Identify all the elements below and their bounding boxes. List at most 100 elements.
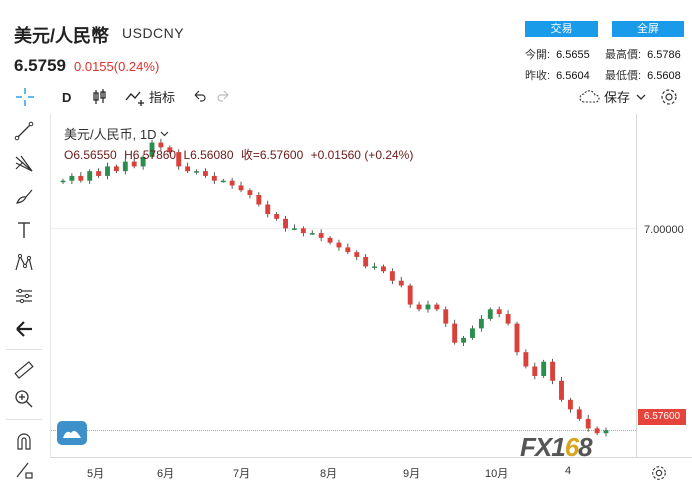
candle-body <box>470 328 475 338</box>
series-name[interactable]: 美元/人民币, 1D <box>64 127 157 142</box>
stat-low-label: 最低價: <box>605 70 642 82</box>
candle-body <box>202 171 208 176</box>
indicators-button[interactable]: 指标 <box>149 90 176 105</box>
series-legend-name[interactable]: 美元/人民币, 1D <box>64 124 169 143</box>
settings-gear-icon[interactable] <box>650 464 670 484</box>
candle-body <box>318 233 324 238</box>
candle-body <box>425 304 431 310</box>
candle-body <box>300 228 306 234</box>
price-axis[interactable] <box>636 114 692 457</box>
magnet-icon[interactable] <box>11 428 37 454</box>
candle-body <box>434 304 440 310</box>
measure-icon[interactable] <box>11 283 37 309</box>
indicator-icon[interactable] <box>124 86 146 110</box>
candle-body <box>247 190 253 195</box>
lock-pencil-icon[interactable] <box>11 457 37 483</box>
candle-body <box>443 309 449 324</box>
candle-body <box>176 152 182 167</box>
candle-body <box>559 380 564 400</box>
candle-body <box>523 352 529 367</box>
zoom-in-icon[interactable] <box>11 386 37 412</box>
stat-prev-close: 昨收: 6.5604 <box>525 67 590 83</box>
chart-toolbar: D 指标 保存 <box>0 86 692 114</box>
stat-open-label: 今開: <box>525 49 551 61</box>
chevron-down-icon[interactable] <box>160 129 169 139</box>
ruler-icon[interactable] <box>11 357 37 383</box>
time-tick: 4 <box>565 465 572 477</box>
brush-icon[interactable] <box>11 184 37 210</box>
fx168-watermark: FX168 <box>520 432 593 463</box>
gear-icon[interactable] <box>659 86 679 110</box>
time-tick: 6月 <box>157 468 175 480</box>
candle-body <box>96 171 102 176</box>
price-change: 0.0155(0.24%) <box>74 59 160 74</box>
save-button[interactable]: 保存 <box>604 90 631 105</box>
candle-body <box>291 228 297 230</box>
candle-body <box>487 309 493 319</box>
candle-body <box>265 204 271 215</box>
time-tick: 7月 <box>233 468 251 480</box>
candle-body <box>585 418 591 429</box>
quote-header: 美元/人民幣 USDCNY 6.5759 0.0155(0.24%) 交易 全屏… <box>0 0 692 86</box>
candle-body <box>576 409 582 419</box>
candle-body <box>505 314 511 324</box>
stat-low-value: 6.5608 <box>647 70 681 82</box>
stat-open: 今開: 6.5655 <box>525 46 590 62</box>
price-tick: 7.00000 <box>644 224 684 236</box>
candle-body <box>229 180 235 186</box>
fullscreen-button[interactable]: 全屏 <box>612 21 684 37</box>
legend-low: L6.56080 <box>183 148 234 162</box>
stat-high-label: 最高價: <box>605 49 642 61</box>
candle-body <box>220 180 226 183</box>
candle-body <box>105 166 110 176</box>
cloud-icon[interactable] <box>578 86 602 110</box>
candle-body <box>113 166 119 172</box>
chevron-down-icon[interactable] <box>636 86 646 110</box>
candle-body <box>78 175 84 181</box>
chart-area[interactable] <box>50 114 637 457</box>
candle-body <box>389 271 395 281</box>
candle-body <box>309 233 315 235</box>
candle-body <box>461 337 467 343</box>
legend-close: 收=6.57600 <box>240 148 304 162</box>
last-price: 6.5759 <box>14 56 66 75</box>
toolbar-divider <box>6 419 42 420</box>
candle-body <box>140 156 146 167</box>
candle-body <box>283 218 288 229</box>
candle-body <box>194 171 199 173</box>
candle-body <box>398 280 404 286</box>
candle-body <box>514 323 520 353</box>
candlestick-plot[interactable] <box>51 114 637 457</box>
candle-body <box>407 285 413 305</box>
candle-body <box>122 161 128 172</box>
arrow-left-icon[interactable] <box>11 316 37 342</box>
time-tick: 5月 <box>87 468 105 480</box>
redo-icon[interactable] <box>216 86 232 110</box>
trade-button[interactable]: 交易 <box>525 21 598 37</box>
trend-line-icon[interactable] <box>11 118 37 144</box>
candle-body <box>532 366 538 377</box>
interval-button[interactable]: D <box>62 90 72 105</box>
candle-body <box>354 252 360 257</box>
stat-low: 最低價: 6.5608 <box>605 67 681 83</box>
candle-body <box>327 237 333 243</box>
toolbar-divider <box>6 349 42 350</box>
chart-logo-icon[interactable] <box>57 421 87 445</box>
time-tick: 8月 <box>320 468 338 480</box>
candles-icon[interactable] <box>92 86 108 110</box>
time-tick: 9月 <box>403 468 421 480</box>
current-price-label: 6.57600 <box>638 409 686 425</box>
pitchfork-icon[interactable] <box>11 151 37 177</box>
candle-body <box>274 214 280 219</box>
candle-body <box>541 361 547 377</box>
candle-body <box>60 180 66 183</box>
pattern-icon[interactable] <box>11 250 37 276</box>
time-tick: 10月 <box>485 468 509 480</box>
crosshair-icon[interactable] <box>14 86 36 110</box>
candle-body <box>416 304 422 310</box>
candle-body <box>185 166 191 172</box>
watermark-suffix: 8 <box>578 432 593 462</box>
time-axis[interactable] <box>50 457 692 487</box>
text-tool-icon[interactable] <box>11 217 37 243</box>
undo-icon[interactable] <box>191 86 207 110</box>
